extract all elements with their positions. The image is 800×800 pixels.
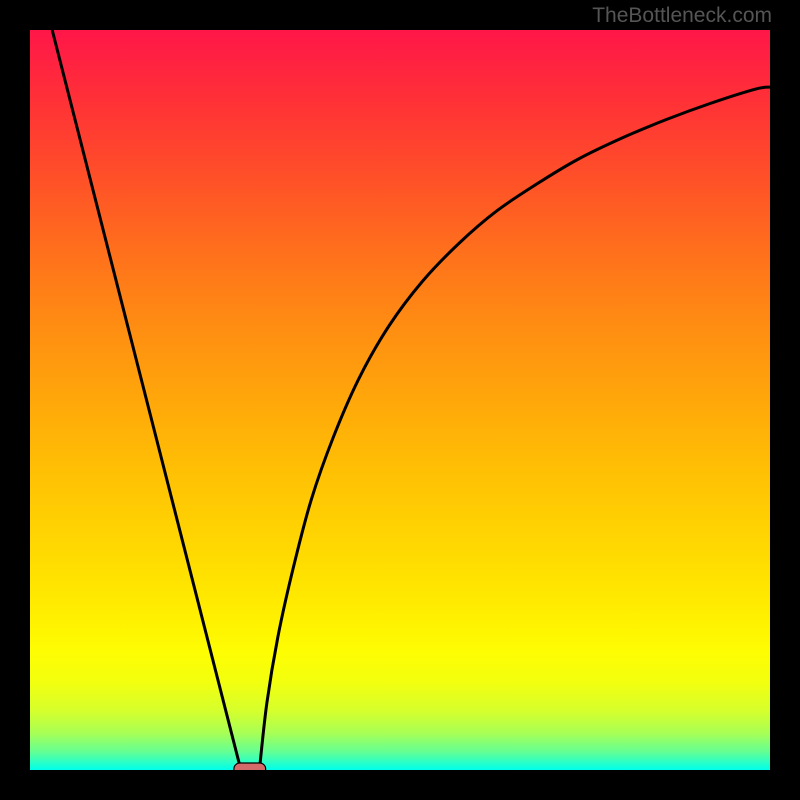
frame-right [770, 0, 800, 800]
frame-bottom [0, 770, 800, 800]
chart-background [30, 30, 770, 770]
bottleneck-chart [0, 0, 800, 800]
frame-left [0, 0, 30, 800]
watermark-text: TheBottleneck.com [592, 4, 772, 28]
